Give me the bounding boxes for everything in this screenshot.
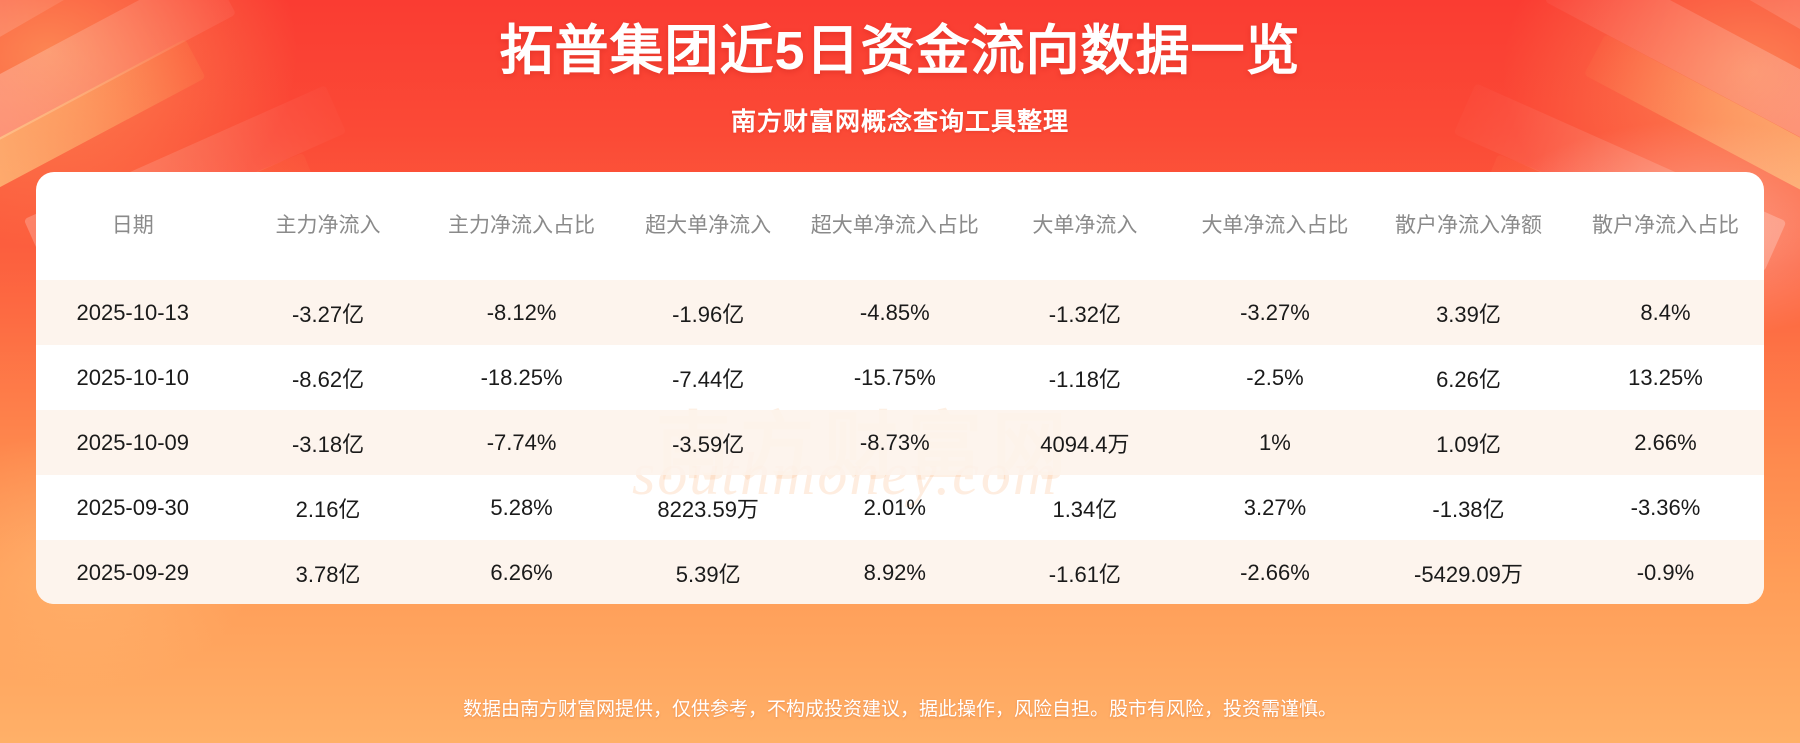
cell-retail-net-inflow: 6.26亿	[1436, 366, 1501, 392]
column-header-super-large-net-inflow: 超大单净流入	[645, 213, 772, 237]
column-header-main-net-inflow-pct: 主力净流入占比	[448, 213, 596, 237]
footer-disclaimer: 数据由南方财富网提供，仅供参考，不构成投资建议，据此操作，风险自担。股市有风险，…	[462, 699, 1337, 720]
cell-super-large-net-inflow-pct: -4.85%	[799, 280, 990, 345]
cell-date: 2025-10-13	[36, 280, 230, 345]
column-header-main-net-inflow: 主力净流入	[275, 213, 381, 237]
cell-retail-net-inflow-pct: 2.66%	[1566, 410, 1764, 475]
cell-main-net-inflow-pct: -8.12%	[426, 280, 617, 345]
cell-large-net-inflow-pct: 1%	[1179, 410, 1370, 475]
cell-super-large-net-inflow: 5.39亿	[616, 540, 800, 604]
cell-retail-net-inflow: -5429.09万	[1369, 540, 1567, 604]
cell-large-net-inflow: -1.18亿	[1048, 366, 1121, 392]
cell-large-net-inflow-pct: -3.27%	[1179, 280, 1370, 345]
cell-date: 2025-09-29	[36, 540, 230, 604]
cell-retail-net-inflow: 1.09亿	[1369, 410, 1567, 475]
cell-date: 2025-10-10	[76, 364, 190, 390]
cell-large-net-inflow-pct: -2.66%	[1179, 540, 1370, 604]
column-header-large-net-inflow: 大单净流入	[1032, 213, 1138, 237]
cell-large-net-inflow: -1.61亿	[989, 540, 1180, 604]
cell-super-large-net-inflow: -3.59亿	[616, 410, 800, 475]
column-header-large-net-inflow-pct: 大单净流入占比	[1201, 213, 1349, 237]
table-row: 2025-09-29 3.78亿 6.26% 5.39亿 8.92% -1.61…	[36, 540, 1764, 604]
cell-main-net-inflow: -3.18亿	[229, 410, 427, 475]
cell-large-net-inflow-pct: -2.5%	[1246, 364, 1304, 390]
fund-flow-table: 日期 主力净流入 主力净流入占比 超大单净流入 超大单净流入占比 大单净流入 大…	[36, 172, 1764, 604]
cell-large-net-inflow: -1.32亿	[989, 280, 1180, 345]
cell-super-large-net-inflow-pct: -15.75%	[853, 364, 936, 390]
table-row: 2025-10-09 -3.18亿 -7.74% -3.59亿 -8.73% 4…	[36, 410, 1764, 475]
table-header-row: 日期 主力净流入 主力净流入占比 超大单净流入 超大单净流入占比 大单净流入 大…	[36, 172, 1764, 280]
cell-main-net-inflow: 3.78亿	[229, 540, 427, 604]
cell-main-net-inflow: -3.27亿	[229, 280, 427, 345]
cell-large-net-inflow-pct: 3.27%	[1243, 494, 1307, 520]
cell-retail-net-inflow-pct: 13.25%	[1628, 364, 1703, 390]
column-header-date: 日期	[111, 213, 154, 237]
table-row: 2025-10-13 -3.27亿 -8.12% -1.96亿 -4.85% -…	[36, 280, 1764, 345]
cell-main-net-inflow-pct: -18.25%	[480, 364, 563, 390]
cell-date: 2025-10-09	[36, 410, 230, 475]
cell-super-large-net-inflow-pct: -8.73%	[799, 410, 990, 475]
cell-retail-net-inflow-pct: -0.9%	[1566, 540, 1764, 604]
cell-date: 2025-09-30	[76, 494, 190, 520]
cell-retail-net-inflow: -1.38亿	[1432, 496, 1505, 522]
cell-retail-net-inflow: 3.39亿	[1369, 280, 1567, 345]
cell-large-net-inflow: 1.34亿	[1052, 496, 1118, 522]
cell-main-net-inflow-pct: -7.74%	[426, 410, 617, 475]
table-row: 2025-09-30 2.16亿 5.28% 8223.59万 2.01% 1.…	[36, 475, 1764, 540]
data-table-card: 南方财富网 southmoney.com 日期 主力净流入 主力净流入占比 超大…	[36, 172, 1764, 604]
table-header: 日期 主力净流入 主力净流入占比 超大单净流入 超大单净流入占比 大单净流入 大…	[36, 172, 1764, 280]
table-body: 2025-10-13 -3.27亿 -8.12% -1.96亿 -4.85% -…	[36, 280, 1764, 604]
cell-super-large-net-inflow: -7.44亿	[672, 366, 745, 392]
cell-super-large-net-inflow: -1.96亿	[616, 280, 800, 345]
cell-retail-net-inflow-pct: -3.36%	[1630, 494, 1701, 520]
column-header-retail-net-inflow: 散户净流入净额	[1394, 213, 1542, 237]
column-header-super-large-net-inflow-pct: 超大单净流入占比	[810, 213, 979, 237]
cell-main-net-inflow: -8.62亿	[291, 366, 365, 392]
cell-super-large-net-inflow-pct: 2.01%	[863, 494, 926, 520]
cell-super-large-net-inflow-pct: 8.92%	[799, 540, 990, 604]
table-row: 2025-10-10 -8.62亿 -18.25% -7.44亿 -15.75%…	[36, 345, 1764, 410]
page-subtitle: 南方财富网概念查询工具整理	[730, 107, 1069, 136]
page-title: 拓普集团近5日资金流向数据一览	[499, 21, 1301, 81]
cell-main-net-inflow-pct: 6.26%	[426, 540, 617, 604]
cell-retail-net-inflow-pct: 8.4%	[1566, 280, 1764, 345]
column-header-retail-net-inflow-pct: 散户净流入占比	[1591, 213, 1739, 237]
cell-super-large-net-inflow: 8223.59万	[657, 496, 759, 522]
cell-main-net-inflow-pct: 5.28%	[490, 494, 553, 520]
poster-header: 拓普集团近5日资金流向数据一览 南方财富网概念查询工具整理	[0, 0, 1800, 138]
cell-large-net-inflow: 4094.4万	[989, 410, 1180, 475]
cell-main-net-inflow: 2.16亿	[295, 496, 361, 522]
